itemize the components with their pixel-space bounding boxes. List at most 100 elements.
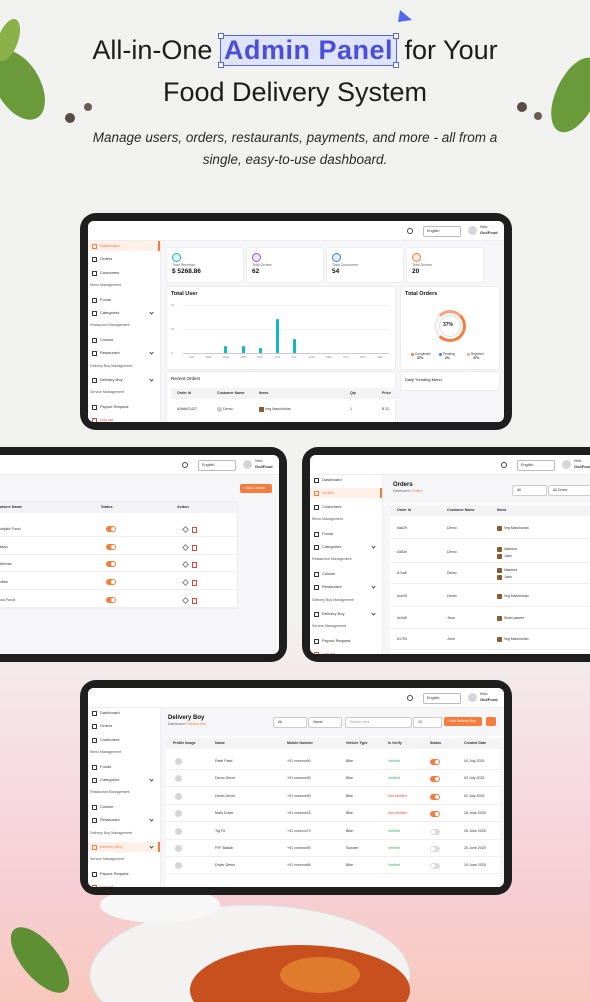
sidebar-item: Customers (322, 503, 342, 509)
sidebar-icon (92, 724, 97, 730)
filter-select: All (512, 485, 547, 496)
refresh-icon (407, 695, 413, 701)
x-tick-label: MAY (257, 355, 264, 359)
legend-dot (439, 353, 442, 356)
delete-icon (192, 544, 197, 551)
card: Total User 0 10 20 JAN FEB MAR APR MAY JUN JUL AUG S… (166, 286, 396, 370)
column-header: Cuisine Name (0, 504, 23, 509)
greeting: Hello (480, 225, 488, 229)
user-name: Go4Food (480, 696, 498, 702)
sidebar-icon (92, 404, 97, 410)
toggle (106, 596, 116, 603)
row-line (166, 838, 500, 840)
card-value: 62 (252, 268, 260, 275)
order-id: #c0d6 (397, 616, 407, 620)
card-value: $ 5268.86 (172, 268, 201, 275)
card-icon (412, 253, 421, 262)
y-tick-label: 10 (171, 326, 175, 331)
sidebar-icon (92, 778, 97, 783)
sidebar-item: Foods (100, 296, 112, 302)
pepper (65, 113, 75, 123)
title-text: All-in-One (92, 35, 213, 65)
sidebar-section: Menu Management (90, 750, 121, 755)
device-frame: Go4Food Dashboard Orders Customers Menu Mana… (80, 213, 512, 430)
legend-dot (411, 353, 414, 356)
toggle-knob (111, 527, 115, 531)
row-line (166, 803, 500, 805)
sidebar-item: Cuisine (100, 803, 114, 809)
sidebar-item: Dashboard (100, 710, 120, 715)
column-header: Order Id (177, 390, 191, 395)
screen: Go4Food Dashboard Orders Customers Menu Mana… (88, 221, 504, 422)
mobile: +91 xxxxxxx90 (287, 846, 311, 850)
title-highlight: Admin Panel (217, 33, 399, 68)
card-label: Total Drivers (412, 263, 432, 267)
sidebar-icon (314, 652, 319, 654)
language: English (427, 695, 440, 700)
sidebar-icon (92, 418, 97, 422)
grid-line (183, 305, 389, 306)
active-bg (310, 488, 382, 499)
title-text: for Your (404, 35, 498, 65)
created-date: 24 June 2025 (464, 863, 486, 868)
row-line (166, 856, 500, 857)
breadcrumb: Dashboard / (393, 489, 412, 493)
avatar (468, 693, 477, 702)
language: English (202, 462, 215, 467)
sidebar-section: Delivery Boy Management (312, 597, 355, 602)
table-head (166, 738, 500, 749)
toggle-knob (435, 777, 439, 782)
filter-label: All (517, 487, 521, 492)
sidebar-item: Delivery Boy (322, 611, 345, 616)
profile-image (175, 792, 182, 800)
donut-inner (439, 315, 461, 337)
bar (241, 345, 245, 353)
device-frame: Go4Food Dashboard Orders Customers Menu Mana… (302, 447, 590, 662)
row-line (0, 571, 237, 573)
row-line (390, 583, 590, 584)
pepper (517, 102, 527, 112)
language: English (427, 228, 440, 233)
sidebar-section: Service Management (90, 857, 124, 862)
name: Demo Driver (215, 793, 236, 798)
card: Total Orders 37% Completed 37% Pending 2% Reje… (400, 286, 500, 370)
bar (293, 338, 297, 353)
item: Juice (504, 574, 512, 579)
row-line (0, 536, 237, 537)
sidebar (88, 221, 161, 422)
customer: Demo (447, 526, 457, 530)
edit-icon (181, 525, 190, 534)
card-title: Total Orders (405, 291, 438, 297)
filter-label: 10 (418, 719, 422, 724)
order-id: #1793 (397, 637, 407, 641)
soup-highlight (280, 957, 360, 993)
title-line: All-in-One Admin Panel for Your (0, 33, 590, 68)
language: English (521, 462, 534, 467)
add-button: + Add Delivery Boy (444, 717, 482, 726)
x-tick-label: OCT (343, 355, 349, 359)
filter-label: All (278, 719, 282, 724)
sidebar-item: Categories (322, 544, 342, 549)
vehicle: Bike (346, 863, 353, 868)
cell: Demo (223, 406, 233, 411)
sidebar-icon (314, 638, 319, 644)
breadcrumb: Dashboard / (168, 722, 187, 726)
sidebar-section: Delivery Boy Management (90, 363, 133, 368)
customer: Demo (447, 571, 457, 575)
row-line (390, 606, 590, 607)
card: Total Drivers 20 (406, 247, 484, 283)
mobile: +91 xxxxxxx90 (287, 776, 311, 781)
active-bg (88, 241, 160, 251)
button-label: + Add Delivery Boy (447, 718, 476, 723)
language-select: English (423, 226, 461, 237)
filter-select: Name (308, 717, 342, 728)
sidebar-icon (92, 311, 97, 316)
sidebar-item: Delivery Boy (100, 844, 123, 849)
column-header: Created Date (464, 740, 487, 745)
legend-value: 2% (445, 356, 450, 360)
card-label: Total Customers (332, 263, 358, 267)
screen: Go4Food Dashboard Orders Customers Menu Mana… (310, 455, 590, 654)
grid-line (183, 329, 389, 330)
toggle-knob (435, 794, 439, 799)
